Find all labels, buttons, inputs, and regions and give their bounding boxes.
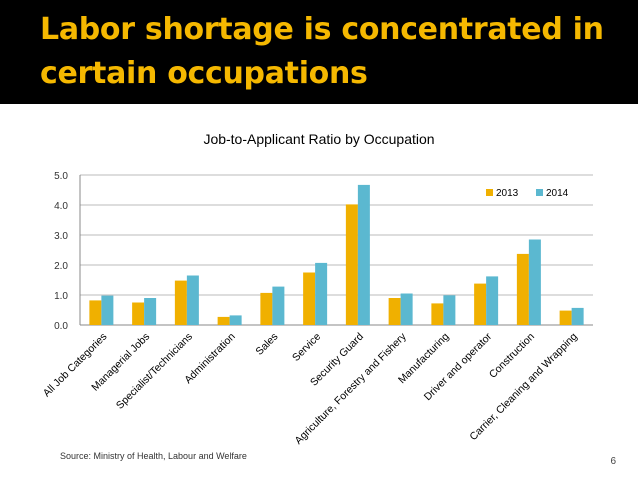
bar-2013 bbox=[431, 303, 444, 325]
bar-2014 bbox=[101, 295, 114, 325]
bar-2013 bbox=[174, 280, 187, 325]
slide-title-line-1: Labor shortage is concentrated in bbox=[40, 12, 604, 47]
bar-2014 bbox=[486, 276, 499, 325]
chart-title: Job-to-Applicant Ratio by Occupation bbox=[203, 131, 435, 147]
y-tick-label: 1.0 bbox=[54, 291, 68, 302]
bar-2013 bbox=[516, 253, 529, 325]
bar-2014 bbox=[144, 298, 157, 325]
bar-2014 bbox=[357, 184, 370, 325]
y-tick-label: 4.0 bbox=[54, 201, 68, 212]
bar-2013 bbox=[260, 292, 273, 325]
legend-label: 2013 bbox=[496, 188, 519, 199]
slide-title-line-2: certain occupations bbox=[40, 56, 368, 91]
bar-2013 bbox=[388, 298, 401, 325]
bar-2014 bbox=[443, 295, 456, 325]
bar-2013 bbox=[217, 316, 230, 325]
bar-2014 bbox=[186, 275, 199, 325]
bar-2014 bbox=[315, 262, 328, 325]
bar-2014 bbox=[528, 239, 541, 325]
bar-2014 bbox=[229, 315, 242, 325]
y-tick-label: 2.0 bbox=[54, 261, 68, 272]
page-number: 6 bbox=[610, 456, 616, 467]
bar-2013 bbox=[474, 283, 487, 325]
bar-2013 bbox=[303, 272, 316, 325]
x-tick-label: Service bbox=[290, 331, 323, 364]
y-tick-label: 3.0 bbox=[54, 231, 68, 242]
bar-2013 bbox=[89, 300, 102, 325]
title-banner bbox=[0, 0, 638, 104]
x-tick-label: Sales bbox=[253, 331, 280, 358]
bar-2014 bbox=[571, 307, 584, 325]
bar-2014 bbox=[400, 293, 413, 325]
bar-2013 bbox=[345, 204, 358, 325]
bar-2013 bbox=[132, 302, 145, 325]
source-note: Source: Ministry of Health, Labour and W… bbox=[60, 451, 247, 461]
legend-label: 2014 bbox=[546, 188, 569, 199]
y-tick-label: 5.0 bbox=[54, 171, 68, 182]
legend-swatch-2013 bbox=[486, 189, 493, 196]
bar-2014 bbox=[272, 286, 285, 325]
x-tick-label: Specialist/Technicians bbox=[114, 331, 195, 412]
legend-swatch-2014 bbox=[536, 189, 543, 196]
bar-2013 bbox=[559, 310, 572, 325]
y-tick-label: 0.0 bbox=[54, 321, 68, 332]
